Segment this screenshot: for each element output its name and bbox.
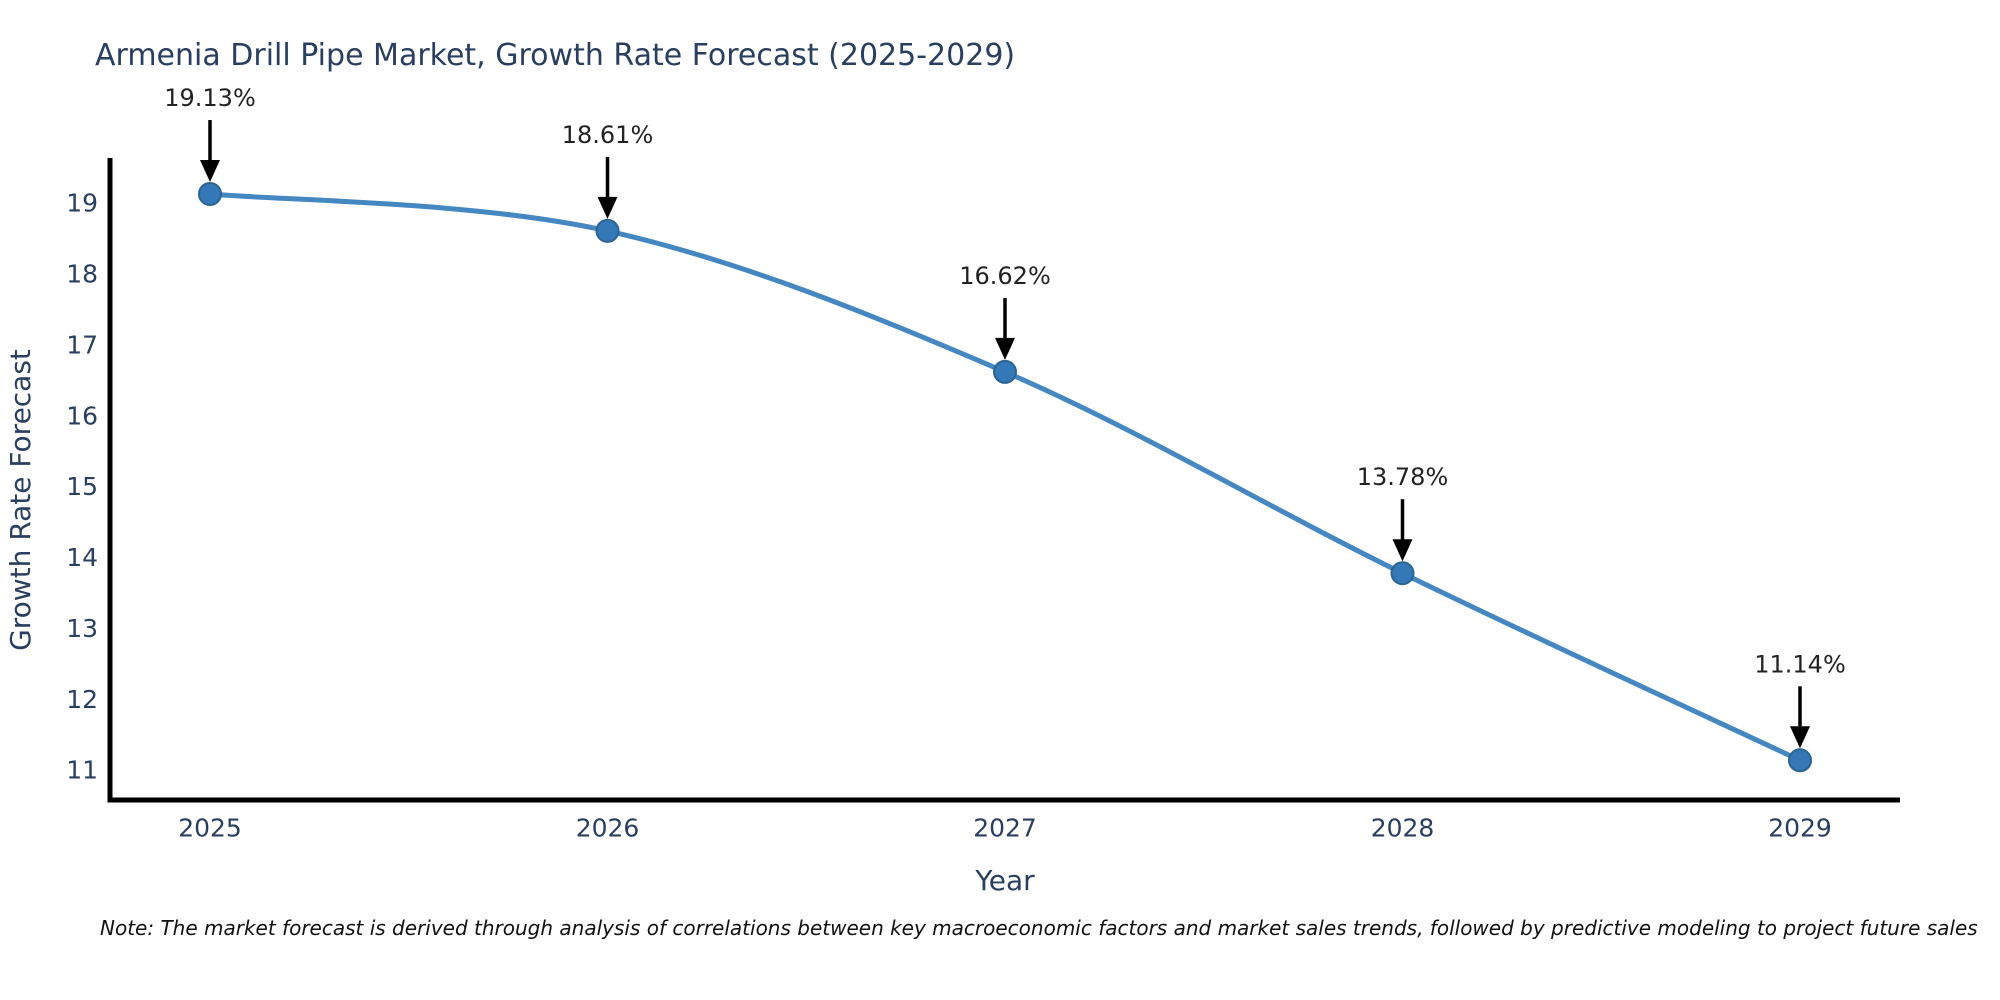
data-point-marker[interactable] [993,359,1017,384]
y-tick-label: 14 [66,543,98,572]
x-tick-label: 2027 [973,814,1037,843]
x-tick-label: 2025 [178,814,242,843]
y-tick-labels: 11 12 13 14 15 16 17 18 19 [66,189,98,785]
data-point-marker[interactable] [1788,748,1812,773]
data-point-marker[interactable] [1390,561,1415,586]
annotation-arrowhead [1790,726,1810,749]
annotation-label: 11.14% [1754,650,1846,678]
data-point-marker[interactable] [198,182,222,207]
annotation-label: 18.61% [562,121,654,149]
y-tick-label: 16 [66,401,98,430]
y-tick-label: 11 [66,756,98,785]
annotation-arrowhead [597,196,618,219]
y-axis-title: Growth Rate Forecast [4,349,37,651]
data-series [198,182,1812,773]
y-tick-label: 19 [66,189,98,218]
annotation-arrowhead [1392,539,1413,562]
x-tick-label: 2029 [1768,814,1832,843]
footnote: Note: The market forecast is derived thr… [100,916,1978,940]
y-tick-label: 12 [66,685,98,714]
y-tick-label: 13 [66,614,98,643]
annotation-label: 19.13% [164,84,256,112]
data-point-marker[interactable] [595,218,620,243]
y-tick-label: 15 [66,472,98,501]
y-tick-label: 17 [66,330,98,359]
annotation-label: 13.78% [1357,463,1449,491]
x-tick-label: 2026 [576,814,640,843]
annotation-arrowhead [995,337,1015,360]
annotation-label: 16.62% [959,262,1051,290]
point-annotations: 19.13% 18.61% 16.62% 13.78% 11.14% [164,84,1846,749]
x-tick-label: 2028 [1371,814,1435,843]
y-tick-label: 18 [66,260,98,289]
chart-title: Armenia Drill Pipe Market, Growth Rate F… [95,38,1016,73]
x-tick-labels: 2025 2026 2027 2028 2029 [178,814,1832,843]
x-axis-title: Year [974,864,1035,897]
annotation-arrowhead [200,160,220,183]
